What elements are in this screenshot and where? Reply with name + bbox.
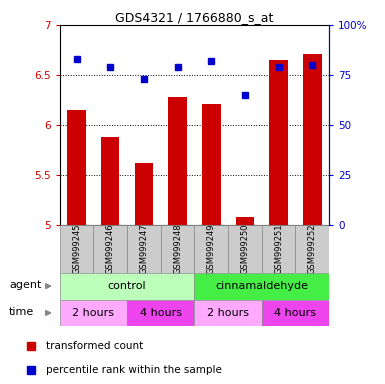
Bar bbox=[262, 225, 296, 273]
Bar bbox=[194, 300, 262, 326]
Bar bbox=[168, 97, 187, 225]
Text: 4 hours: 4 hours bbox=[140, 308, 182, 318]
Bar bbox=[93, 225, 127, 273]
Text: GSM999247: GSM999247 bbox=[139, 223, 148, 274]
Text: cinnamaldehyde: cinnamaldehyde bbox=[215, 281, 308, 291]
Bar bbox=[60, 273, 194, 300]
Text: GSM999249: GSM999249 bbox=[207, 223, 216, 274]
Bar bbox=[296, 225, 329, 273]
Bar bbox=[202, 104, 221, 225]
Bar bbox=[127, 300, 194, 326]
Text: GSM999251: GSM999251 bbox=[274, 223, 283, 274]
Bar bbox=[67, 110, 86, 225]
Text: GSM999250: GSM999250 bbox=[241, 223, 249, 274]
Text: 2 hours: 2 hours bbox=[207, 308, 249, 318]
Bar bbox=[303, 54, 321, 225]
Bar bbox=[228, 225, 262, 273]
Text: time: time bbox=[9, 306, 34, 317]
Text: agent: agent bbox=[9, 280, 41, 290]
Text: transformed count: transformed count bbox=[46, 341, 144, 351]
Text: GSM999246: GSM999246 bbox=[106, 223, 115, 274]
Bar bbox=[270, 60, 288, 225]
Text: GSM999248: GSM999248 bbox=[173, 223, 182, 274]
Text: GSM999252: GSM999252 bbox=[308, 223, 317, 274]
Text: control: control bbox=[108, 281, 146, 291]
Bar bbox=[236, 217, 254, 225]
Bar bbox=[60, 300, 127, 326]
Text: percentile rank within the sample: percentile rank within the sample bbox=[46, 366, 222, 376]
Bar bbox=[262, 300, 329, 326]
Bar bbox=[194, 273, 329, 300]
Bar bbox=[161, 225, 194, 273]
Bar bbox=[194, 225, 228, 273]
Text: 2 hours: 2 hours bbox=[72, 308, 114, 318]
Bar bbox=[101, 137, 119, 225]
Text: 4 hours: 4 hours bbox=[275, 308, 316, 318]
Text: GSM999245: GSM999245 bbox=[72, 223, 81, 274]
Title: GDS4321 / 1766880_s_at: GDS4321 / 1766880_s_at bbox=[115, 11, 274, 24]
Bar bbox=[127, 225, 161, 273]
Bar bbox=[135, 163, 153, 225]
Bar bbox=[60, 225, 93, 273]
